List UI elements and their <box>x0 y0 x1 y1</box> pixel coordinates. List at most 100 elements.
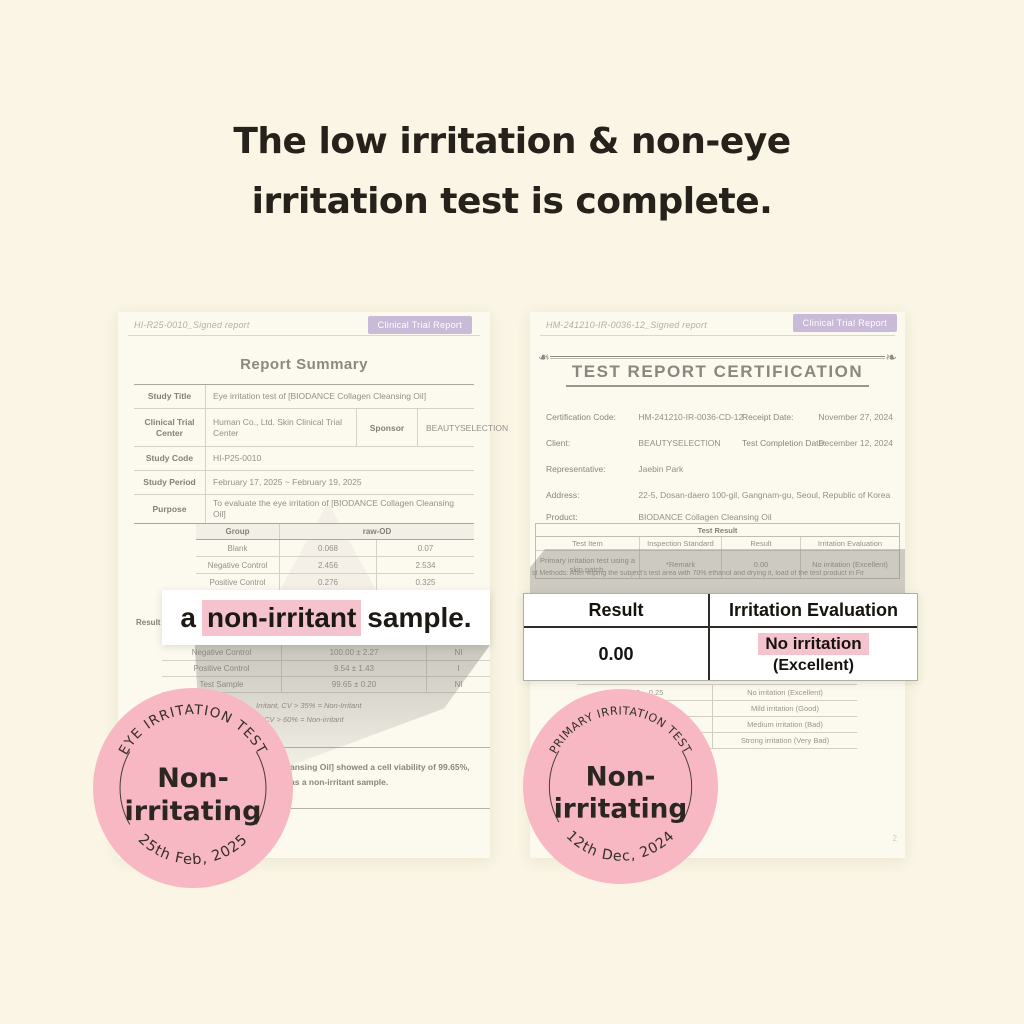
info-value: BEAUTYSELECTION <box>638 438 721 448</box>
page-title: The low irritation & non-eye irritation … <box>0 112 1024 232</box>
info-label: Address: <box>546 490 580 500</box>
cell: Negative Control <box>162 645 282 660</box>
column-header: Inspection Standard <box>640 537 722 550</box>
row-value: HI-P25-0010 <box>213 453 262 463</box>
cell: I <box>427 661 490 676</box>
cell: No irritation (Excellent) <box>747 688 823 697</box>
callout-highlight: non-irritant <box>201 599 362 636</box>
cell: NI <box>427 645 490 660</box>
row-value: February 17, 2025 ~ February 19, 2025 <box>213 477 362 487</box>
cell: 0.00 <box>722 551 801 578</box>
report-summary-title: Report Summary <box>240 356 368 373</box>
sponsor-value: BEAUTYSELECTION <box>426 422 509 433</box>
cell: Blank <box>196 540 280 556</box>
row-label: Study Period <box>134 471 206 494</box>
column-header: raw-OD <box>362 527 392 536</box>
info-value: 22-5, Dosan-daero 100-gil, Gangnam-gu, S… <box>638 490 891 500</box>
criteria-note: Irritant, CV > 35% = Non-Irritant <box>256 701 362 710</box>
stamp-arc-left <box>548 750 560 823</box>
cell: Strong irritation (Very Bad) <box>740 736 830 745</box>
cell: 2.456 <box>280 557 377 573</box>
cell <box>577 733 713 748</box>
report-summary-table: Study Title Eye irritation test of [BIOD… <box>134 384 508 524</box>
info-row: Representative: Jaebin Park <box>546 464 893 474</box>
primary-irritation-stamp: PRIMARY IRRITATION TEST Non- irritating … <box>523 689 718 884</box>
cell: NI <box>427 677 490 692</box>
row-label: Study Code <box>134 447 206 470</box>
column-header: Irritation Evaluation <box>817 539 883 548</box>
page-title-line2: irritation test is complete. <box>251 181 773 222</box>
cell: 99.65 ± 0.20 <box>282 677 427 692</box>
result-callout-table: Result Irritation Evaluation 0.00 No irr… <box>523 593 918 681</box>
cell: 2.534 <box>415 560 436 570</box>
eye-irritation-stamp: EYE IRRITATION TEST Non- irritating 25th… <box>93 688 293 888</box>
cell: 0.068 <box>280 540 377 556</box>
info-row: Address: 22-5, Dosan-daero 100-gil, Gang… <box>546 490 893 500</box>
table-row: Test Sample 99.65 ± 0.20 NI <box>162 677 490 693</box>
callout-header-row: Result Irritation Evaluation <box>524 594 917 628</box>
info-label: Client: <box>546 438 571 448</box>
stamp-arc-right <box>255 751 267 825</box>
cell <box>577 717 713 732</box>
table-row: Study Code HI-P25-0010 <box>134 447 474 471</box>
info-label: Representative: <box>546 464 606 474</box>
table-row: Study Period February 17, 2025 ~ Februar… <box>134 471 474 495</box>
ornamental-rule: ❧ ❧ <box>538 349 897 365</box>
table-row: Study Title Eye irritation test of [BIOD… <box>134 385 474 409</box>
callout-text: a <box>180 601 196 633</box>
clinical-trial-report-badge: Clinical Trial Report <box>792 314 897 332</box>
table-row: Negative Control 2.456 2.534 <box>196 557 474 574</box>
left-doc-filename: HI-R25-0010_Signed report <box>134 320 250 330</box>
cell: Positive Control <box>162 661 282 676</box>
row-value: To evaluate the eye irritation of [BIODA… <box>213 498 454 519</box>
evaluation-highlight: No irritation <box>758 633 869 655</box>
cell: 0.276 <box>280 574 377 590</box>
table-row: Medium irritation (Bad) <box>577 717 857 733</box>
column-header: Group <box>196 524 280 539</box>
info-value: Jaebin Park <box>638 464 684 474</box>
row-value: Eye irritation test of [BIODANCE Collage… <box>213 391 427 401</box>
cell: Primary irritation test using a skin pat… <box>536 551 640 578</box>
cell: *Remark <box>640 551 722 578</box>
cell: 0.325 <box>415 577 436 587</box>
table-header-row: Test Item Inspection Standard Result Irr… <box>536 537 899 551</box>
info-value: BIODANCE Collagen Cleansing Oil <box>638 512 772 522</box>
info-row: Product: BIODANCE Collagen Cleansing Oil <box>546 512 893 522</box>
sponsor-label: Sponsor <box>356 409 418 446</box>
table-row: Positive Control 9.54 ± 1.43 I <box>162 661 490 677</box>
spotlight-shadow <box>530 549 905 593</box>
column-header: Result <box>722 537 801 550</box>
page-number: 2 <box>892 834 897 843</box>
info-value: December 12, 2024 <box>818 438 893 448</box>
info-label: Product: <box>546 512 578 522</box>
row-value: Human Co., Ltd. Skin Clinical Trial Cent… <box>213 416 342 438</box>
info-row: Client: BEAUTYSELECTION Test Completion … <box>546 438 893 448</box>
cell: Negative Control <box>196 557 280 573</box>
clinical-trial-report-badge: Clinical Trial Report <box>367 316 472 334</box>
non-irritant-callout: a non-irritant sample. <box>162 590 490 645</box>
evaluation-suffix: (Excellent) <box>773 657 854 674</box>
cell: Medium irritation (Bad) <box>747 720 823 729</box>
info-label: Receipt Date: <box>742 412 794 422</box>
table-row: Purpose To evaluate the eye irritation o… <box>134 495 474 523</box>
row-label: Purpose <box>134 495 206 523</box>
table-title: Test Result <box>536 524 899 537</box>
conclusion-text: ansing Oil] showed a cell viability of 9… <box>290 760 490 790</box>
test-result-table: Test Result Test Item Inspection Standar… <box>535 523 900 579</box>
stamp-center-line1: Non- <box>157 763 229 794</box>
callout-data-row: 0.00 No irritation (Excellent) <box>524 628 917 680</box>
column-header: Test Item <box>536 537 640 550</box>
stamp-center-line1: Non- <box>586 763 656 793</box>
stamp-arc-left <box>119 751 131 825</box>
stamp-center-line2: irritating <box>554 795 688 825</box>
conclusion-line: ansing Oil] showed a cell viability of 9… <box>290 762 470 772</box>
stamp-center-line2: irritating <box>125 796 262 827</box>
cell: Mild irritation (Good) <box>751 704 819 713</box>
conclusion-line: as a non-irritant sample. <box>290 777 389 787</box>
info-row: Certification Code: HM-241210-IR-0036-CD… <box>546 412 893 422</box>
flourish-icon: ❧ <box>885 349 897 365</box>
ornament-line <box>549 355 886 359</box>
column-header: Result <box>524 594 710 626</box>
section-divider <box>158 747 490 748</box>
table-row: Primary irritation test using a skin pat… <box>536 551 899 578</box>
